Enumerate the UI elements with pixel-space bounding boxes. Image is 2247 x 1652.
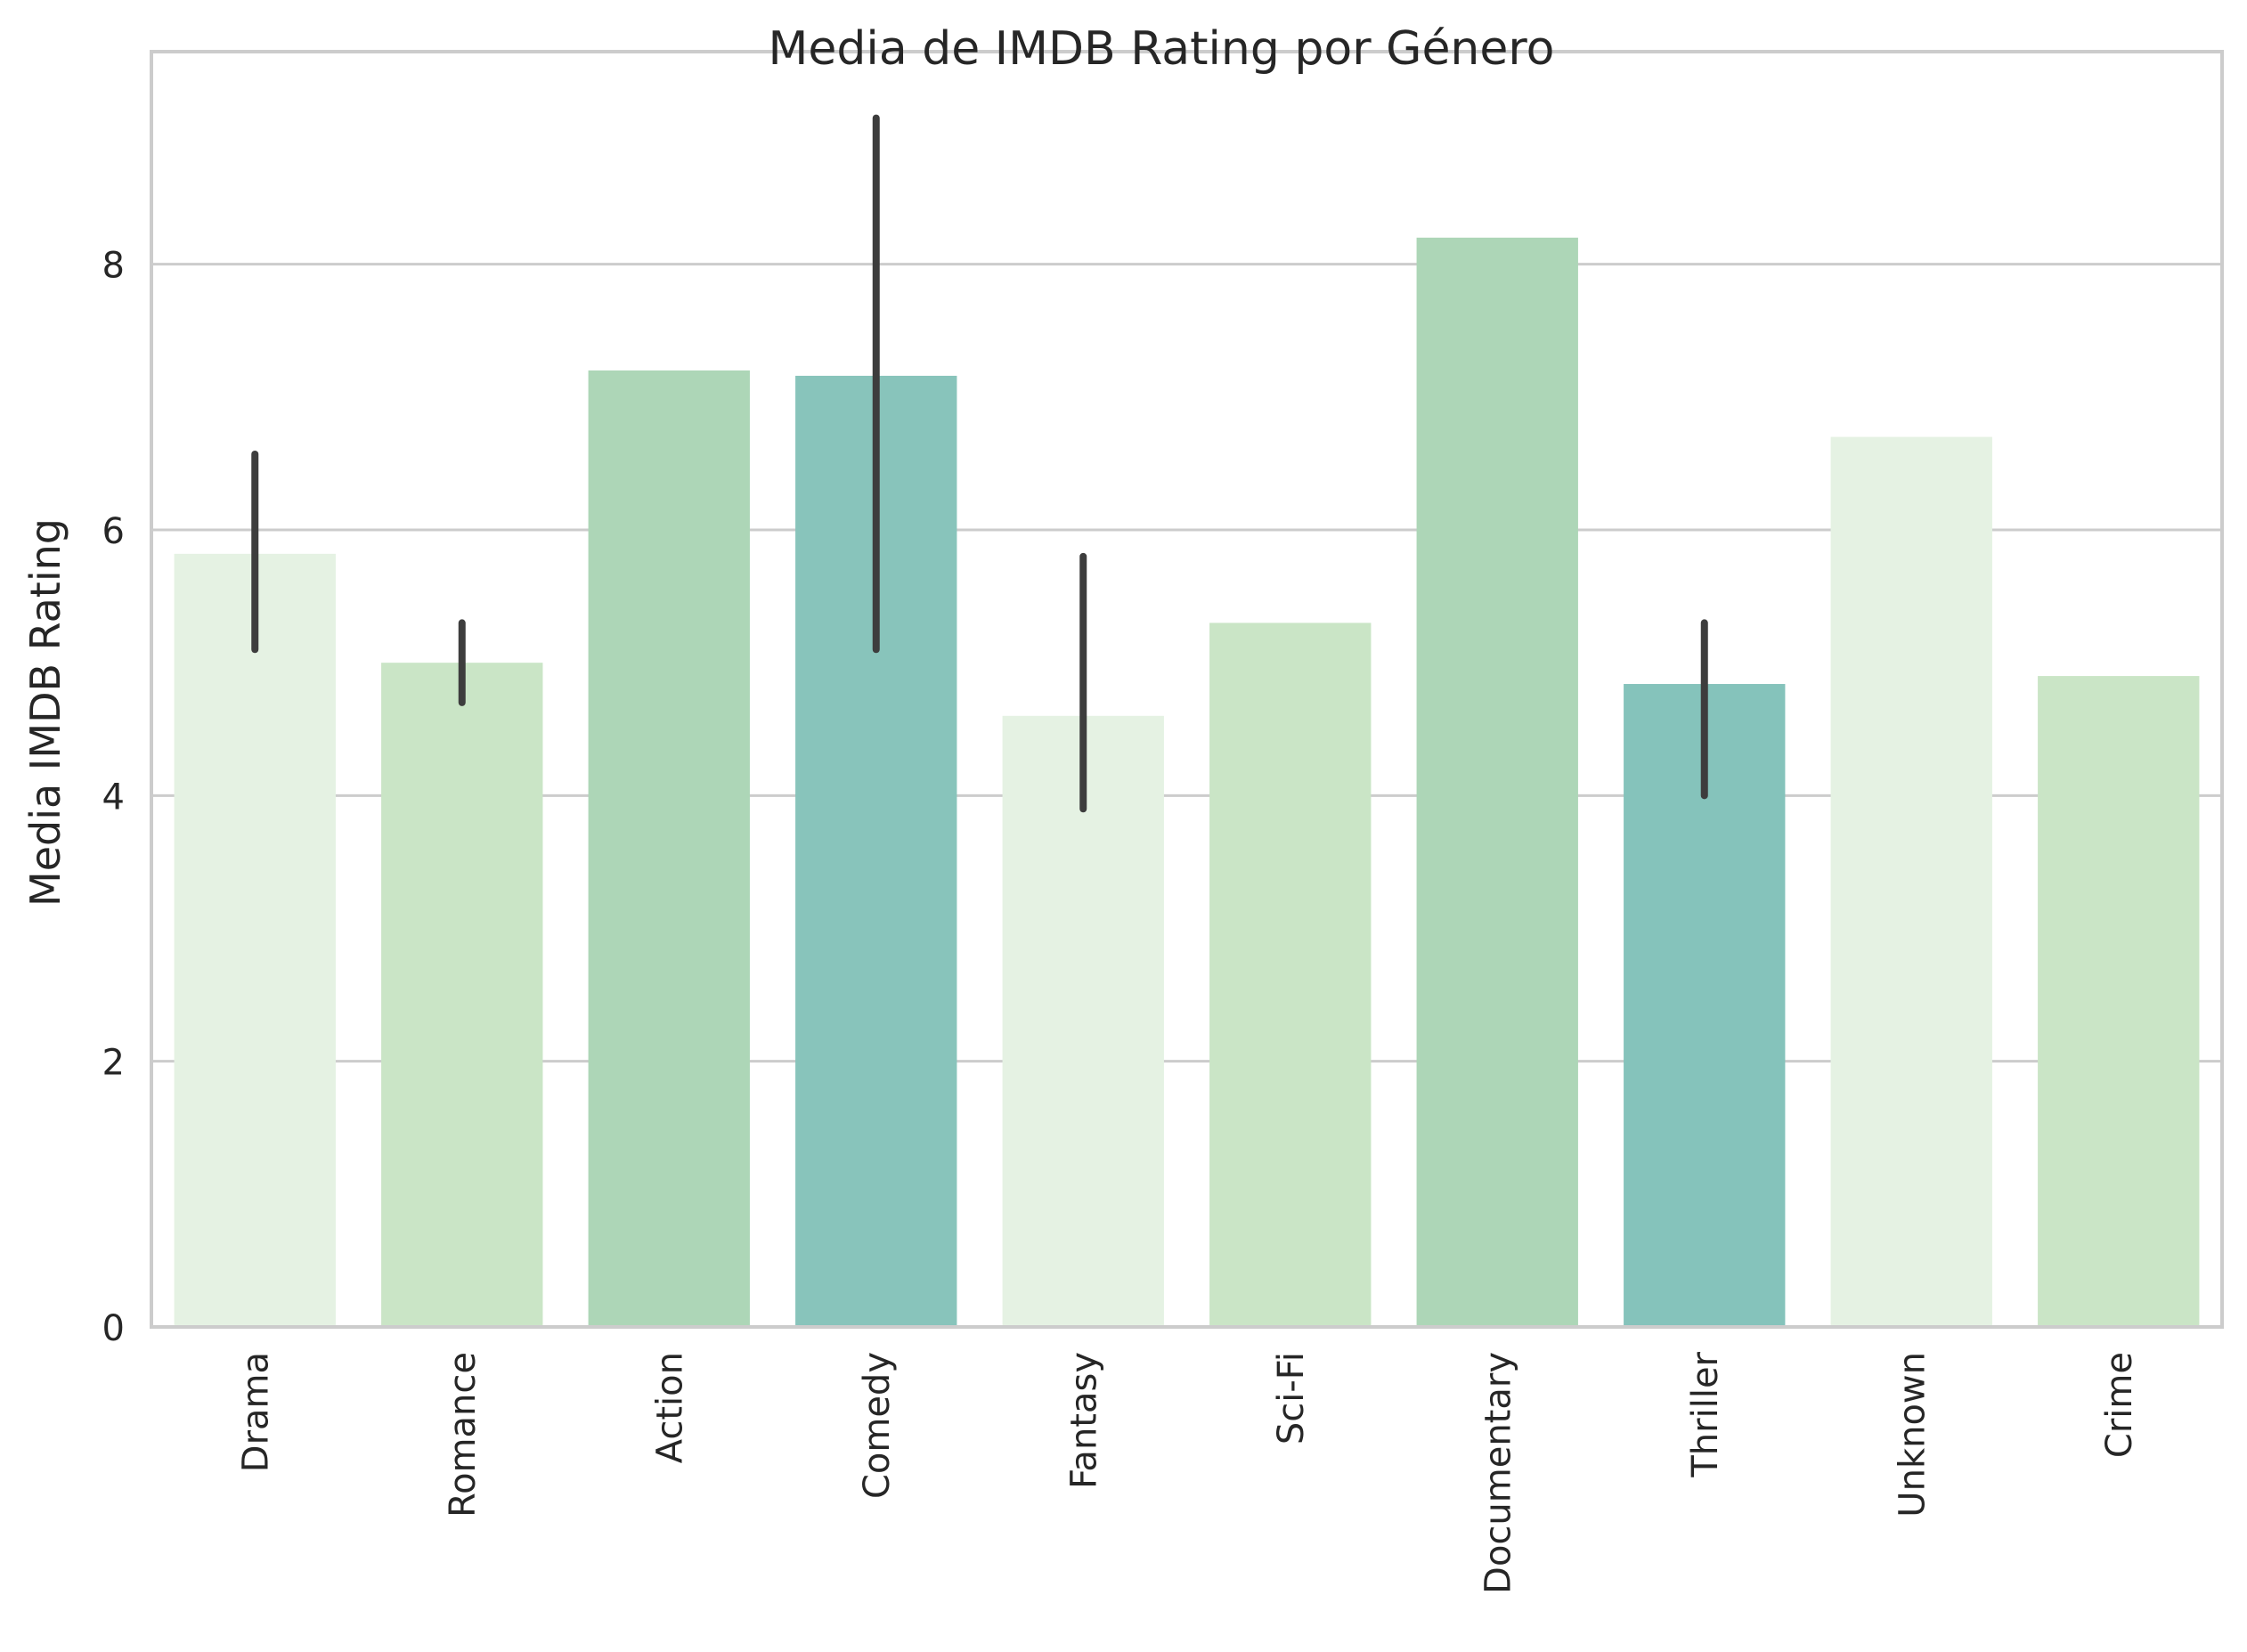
y-tick-label: 8 <box>102 246 125 287</box>
y-axis-label: Media IMDB Rating <box>21 518 69 907</box>
y-tick-labels: 0 2 4 6 8 <box>102 246 125 1349</box>
x-tick-label: Romance <box>443 1352 484 1518</box>
y-tick-label: 6 <box>102 511 125 552</box>
bar-romance <box>381 663 543 1327</box>
bars <box>174 237 2200 1327</box>
bar-drama <box>174 553 336 1327</box>
bar-sci-fi <box>1209 623 1372 1327</box>
error-bars <box>251 114 1708 813</box>
x-tick-label: Thriller <box>1685 1351 1726 1477</box>
x-tick-label: Drama <box>235 1352 276 1472</box>
chart-title: Media de IMDB Rating por Género <box>769 22 1555 76</box>
bar-crime <box>2038 676 2200 1327</box>
y-tick-label: 4 <box>102 777 125 818</box>
x-tick-label: Comedy <box>857 1352 898 1499</box>
x-tick-label: Crime <box>2099 1352 2140 1458</box>
y-tick-label: 0 <box>102 1308 125 1349</box>
bar-action <box>588 370 750 1327</box>
x-tick-labels: Drama Romance Action Comedy Fantasy Sci-Fi Doc… <box>235 1351 2140 1593</box>
y-tick-label: 2 <box>102 1043 125 1084</box>
x-tick-label: Action <box>649 1352 690 1463</box>
x-tick-label: Fantasy <box>1063 1352 1104 1489</box>
axes-frame <box>150 50 2224 1329</box>
bar-unknown <box>1830 436 1992 1327</box>
bar-fantasy <box>1002 715 1164 1327</box>
bar-documentary <box>1416 237 1578 1327</box>
x-tick-label: Documentary <box>1478 1352 1518 1594</box>
x-tick-label: Sci-Fi <box>1271 1352 1312 1444</box>
x-tick-label: Unknown <box>1892 1352 1933 1518</box>
